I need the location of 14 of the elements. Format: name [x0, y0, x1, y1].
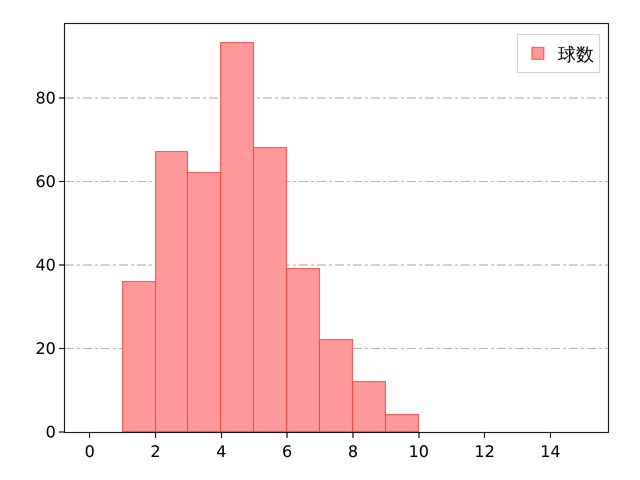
- x-tick-label: 4: [216, 442, 226, 462]
- x-tick-label: 10: [408, 442, 429, 462]
- x-tick-label: 14: [540, 442, 561, 462]
- y-tick-label: 20: [35, 339, 56, 358]
- x-tick-label: 8: [348, 442, 358, 462]
- y-tick-label: 60: [35, 172, 56, 191]
- y-tick-label: 40: [35, 255, 56, 274]
- legend-label: 球数: [558, 44, 594, 66]
- x-tick-label: 0: [84, 442, 95, 462]
- y-tick-label: 0: [46, 422, 56, 442]
- x-tick-label: 12: [474, 442, 495, 462]
- y-tick-label: 80: [35, 88, 56, 108]
- x-tick-label: 2: [150, 442, 161, 462]
- x-tick-label: 6: [282, 442, 292, 462]
